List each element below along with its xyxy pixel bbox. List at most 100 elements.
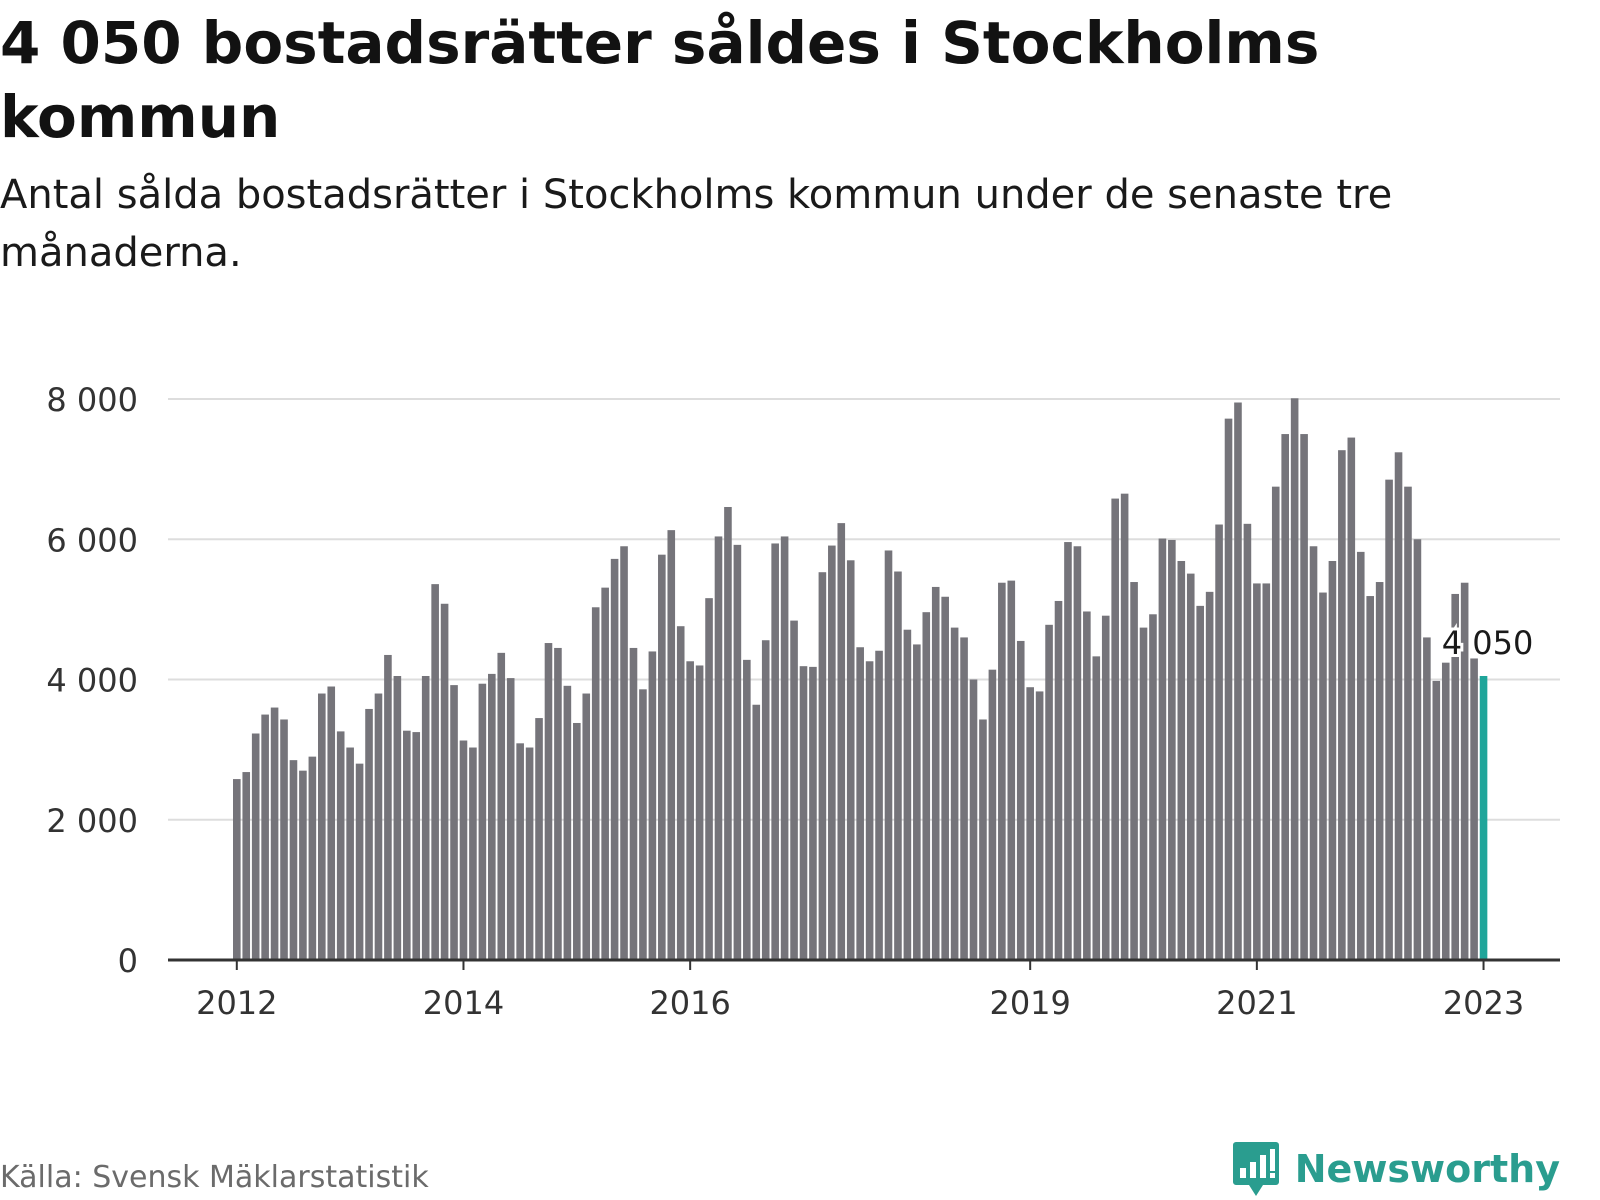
bar (469, 747, 477, 960)
bar (336, 731, 345, 960)
bar (610, 558, 619, 960)
bar (1064, 542, 1072, 960)
bar (1054, 600, 1063, 960)
bar (658, 554, 666, 960)
bar (412, 732, 421, 960)
bar (573, 722, 581, 960)
bar (1375, 582, 1384, 960)
bar (308, 756, 317, 960)
bar (544, 643, 553, 960)
bar (941, 596, 949, 960)
bar (1262, 583, 1271, 960)
bar (478, 683, 487, 960)
bar (1413, 539, 1422, 960)
bar (1281, 434, 1289, 960)
bar (676, 626, 685, 960)
bar (724, 506, 732, 960)
bar (1035, 691, 1044, 960)
bar (950, 627, 959, 960)
y-tick-label: 2 000 (46, 802, 138, 840)
bar (998, 582, 1006, 960)
bar (1130, 582, 1138, 960)
bar (516, 743, 524, 960)
bar (421, 675, 430, 960)
bar (837, 523, 846, 960)
bar (554, 647, 562, 960)
bar (346, 747, 354, 960)
bar (1441, 662, 1450, 960)
bar (1234, 402, 1242, 961)
bar (1139, 627, 1148, 960)
y-tick-label: 8 000 (46, 381, 138, 419)
labels: 0 2 000 4 000 6 000 8 000 2012 2014 2016 2019 202… (46, 381, 1536, 1022)
bar (1016, 640, 1025, 960)
x-tick-label: 2016 (649, 984, 730, 1022)
bar (1319, 592, 1327, 960)
bar (1309, 546, 1318, 960)
bar-chart: 0 2 000 4 000 6 000 8 000 2012 2014 2016 2019 202… (46, 381, 1560, 1022)
bar (1083, 611, 1091, 960)
bar (1158, 538, 1167, 960)
bar (799, 666, 808, 960)
bar (1271, 486, 1280, 960)
bar (299, 770, 307, 960)
bar (1092, 656, 1101, 960)
highlight-data-label: 4 050 (1442, 624, 1534, 662)
bar (488, 673, 496, 960)
bar (1253, 583, 1261, 960)
chart-subtitle: Antal sålda bostadsrätter i Stockholms k… (0, 172, 1393, 276)
bar (960, 637, 968, 960)
x-tick-label: 2021 (1216, 984, 1297, 1022)
bar (393, 675, 402, 960)
bar (761, 640, 770, 960)
bar (289, 760, 298, 960)
bar (790, 620, 798, 960)
bar (1101, 615, 1110, 960)
bar (629, 647, 638, 960)
bar (1026, 687, 1034, 960)
brand[interactable]: Newsworthy (1231, 1140, 1560, 1198)
bar (865, 661, 874, 960)
bar (922, 612, 931, 960)
bar (431, 584, 439, 960)
bar (525, 747, 534, 960)
x-tick-label: 2019 (989, 984, 1070, 1022)
bar (280, 719, 288, 960)
bar (1328, 560, 1337, 960)
bar (535, 718, 543, 960)
bar (667, 530, 676, 960)
bar (828, 545, 836, 960)
bar (1300, 434, 1308, 960)
bar (459, 740, 468, 960)
brand-name: Newsworthy (1294, 1147, 1560, 1191)
bar (374, 693, 383, 960)
bar (403, 730, 411, 960)
bar (639, 689, 647, 960)
bar (1338, 450, 1346, 960)
bar (1224, 418, 1233, 960)
bar (931, 586, 940, 960)
bar (903, 629, 912, 960)
bar (497, 652, 506, 960)
x-tick-label: 2014 (423, 984, 504, 1022)
y-tick-label: 4 000 (46, 662, 138, 700)
bar (1215, 524, 1223, 960)
bar (714, 536, 723, 960)
bar (261, 714, 269, 960)
x-tick-label: 2023 (1443, 984, 1524, 1022)
bar (1205, 591, 1214, 960)
y-tick-label: 0 (118, 942, 138, 980)
bar (1149, 614, 1157, 960)
bar (695, 665, 704, 960)
bar (384, 654, 392, 960)
bar (780, 536, 789, 960)
bar (913, 644, 921, 960)
bar (601, 587, 609, 960)
bar (988, 669, 997, 960)
source-note: Källa: Svensk Mäklarstatistik (0, 1160, 429, 1195)
bar (686, 661, 694, 960)
bar (1243, 523, 1252, 960)
bar (242, 772, 251, 960)
bar (440, 603, 449, 960)
bar (771, 543, 779, 960)
